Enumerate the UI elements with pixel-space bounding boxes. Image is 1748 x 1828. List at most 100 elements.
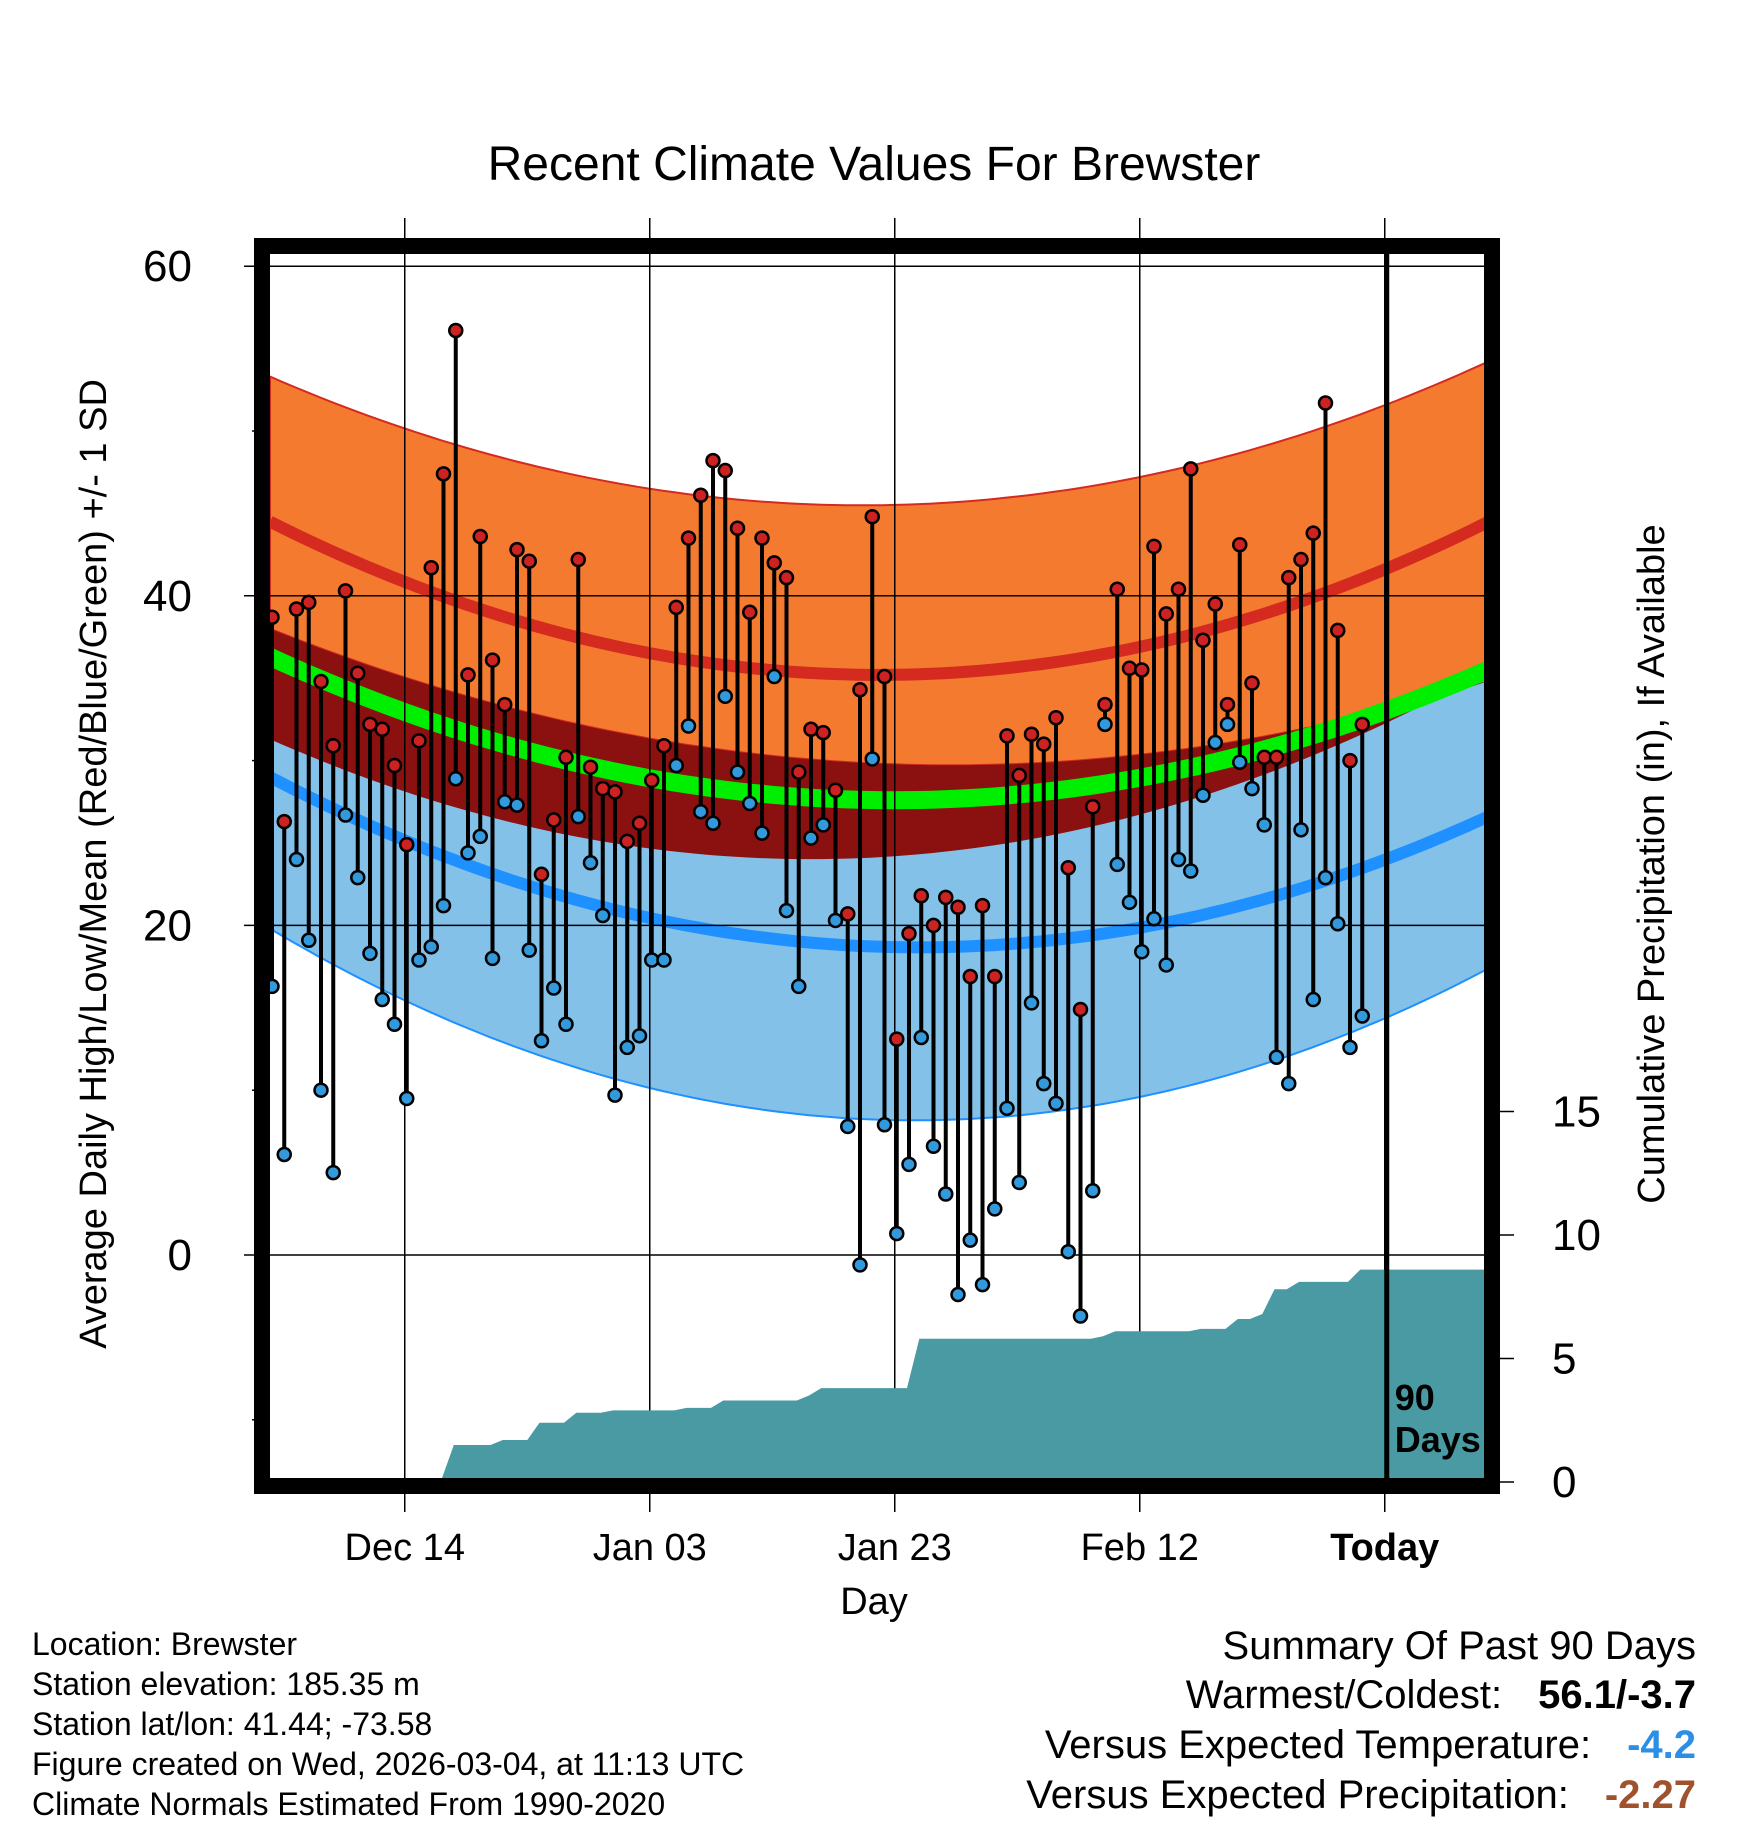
low-point (362, 945, 378, 962)
y-tick-label: 40 (143, 572, 192, 621)
high-point (668, 599, 684, 616)
y2-tick-label: 5 (1552, 1335, 1576, 1384)
low-point (766, 668, 782, 685)
high-point (1305, 525, 1321, 541)
expected-precip-value: -2.27 (1604, 1773, 1696, 1817)
low-point (1097, 716, 1113, 733)
low-point (1244, 780, 1260, 797)
high-point (999, 728, 1015, 744)
high-point (423, 560, 439, 576)
low-point (619, 1039, 635, 1056)
low-point (325, 1164, 341, 1181)
low-point (1256, 817, 1272, 833)
high-point (497, 696, 513, 713)
low-point (497, 794, 513, 810)
high-point (1354, 716, 1370, 733)
high-point (1195, 632, 1211, 649)
low-point (742, 795, 758, 812)
high-point (815, 724, 831, 741)
low-point (1317, 869, 1334, 886)
low-point (509, 797, 525, 813)
low-point (962, 1232, 978, 1248)
high-point (1036, 736, 1052, 752)
low-point (1281, 1075, 1297, 1092)
high-point (288, 601, 305, 617)
high-point (1183, 461, 1199, 477)
low-point (754, 825, 770, 841)
low-point (925, 1138, 942, 1154)
low-point (974, 1276, 991, 1293)
high-point (1146, 538, 1162, 555)
low-normal-line (267, 771, 1492, 954)
low-point (423, 939, 439, 955)
y2-axis-label: Cumulative Precipitation (in), If Availa… (1631, 524, 1673, 1203)
high-point (1232, 536, 1248, 553)
low-point (1293, 822, 1309, 838)
low-point (1232, 754, 1248, 770)
high-point (680, 530, 697, 546)
high-point (864, 508, 880, 525)
high-point (1109, 581, 1125, 597)
low-point (1207, 734, 1223, 751)
low-point (276, 1146, 292, 1163)
high-point (582, 759, 599, 775)
low-point (582, 855, 599, 871)
high-point (472, 528, 488, 545)
low-point (631, 1028, 648, 1044)
low-point (533, 1033, 550, 1049)
summary-warmest-row: Warmest/Coldest: 56.1/-3.7 (796, 1670, 1696, 1720)
high-point (754, 530, 770, 546)
y-tick-label: 0 (168, 1231, 192, 1280)
high-point (1072, 1001, 1089, 1018)
high-point (1207, 596, 1223, 612)
low-point (1085, 1182, 1101, 1199)
high-point (656, 738, 672, 754)
high-point (791, 764, 807, 780)
high-point (644, 772, 660, 789)
x-tick-label: Feb 12 (1081, 1527, 1199, 1569)
low-point (1134, 944, 1150, 960)
today-label-number: 90 (1395, 1377, 1435, 1418)
high-point (950, 899, 966, 916)
y2-tick-label: 10 (1552, 1211, 1601, 1260)
high-point (717, 462, 733, 479)
low-point (778, 902, 795, 919)
high-point (938, 889, 954, 906)
low-point (521, 942, 537, 958)
high-point (1085, 798, 1101, 815)
low-point (803, 830, 819, 846)
high-point (558, 749, 574, 766)
low-point (1268, 1049, 1285, 1065)
plot-frame (254, 238, 1500, 1494)
high-point (1121, 660, 1138, 677)
high-point (619, 833, 635, 850)
high-point (570, 551, 586, 568)
low-point (1183, 863, 1199, 879)
normals-line: Climate Normals Estimated From 1990-2020 (32, 1786, 666, 1822)
low-point (607, 1087, 623, 1103)
high-point (1134, 662, 1150, 678)
high-point (1330, 622, 1346, 639)
x-axis-label: Day (840, 1581, 908, 1623)
y2-tick-label: 15 (1552, 1088, 1601, 1137)
low-point (1146, 911, 1162, 927)
high-point (595, 780, 611, 797)
low-point (313, 1082, 329, 1098)
high-point (778, 569, 795, 586)
high-point (974, 897, 991, 914)
low-point (595, 907, 611, 924)
warmest-coldest-value: 56.1/-3.7 (1538, 1673, 1696, 1717)
low-point (460, 845, 476, 861)
summary-precip-row: Versus Expected Precipitation: -2.27 (796, 1770, 1696, 1820)
high-point (399, 836, 415, 853)
high-point (460, 667, 476, 683)
high-point (876, 668, 893, 685)
low-point (1219, 716, 1236, 733)
x-tick-label: Jan 23 (838, 1527, 952, 1569)
high-point (521, 553, 537, 569)
climate-chart: Recent Climate Values For Brewster 90Day… (73, 138, 1673, 1623)
high-point (840, 906, 856, 922)
high-point (337, 583, 354, 599)
high-point (631, 815, 648, 831)
low-point (411, 952, 427, 968)
